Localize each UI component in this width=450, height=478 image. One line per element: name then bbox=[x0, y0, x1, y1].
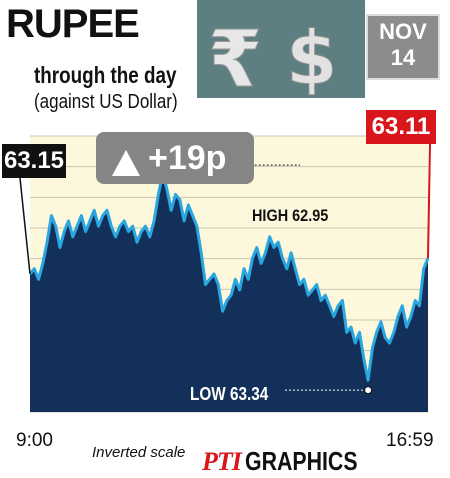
currency-image-background bbox=[197, 0, 365, 98]
chart-subtitle-currency: (against US Dollar) bbox=[34, 91, 178, 113]
low-label: LOW 63.34 bbox=[190, 384, 269, 404]
currency-image: ₹ $ bbox=[197, 0, 365, 106]
credit: PTI GRAPHICS bbox=[202, 446, 382, 477]
rupee-symbol-icon: ₹ bbox=[208, 15, 262, 105]
date-badge: NOV 14 bbox=[366, 14, 440, 80]
start-value-label: 63.15 bbox=[2, 144, 66, 178]
start-pointer bbox=[19, 177, 31, 275]
x-tick-end: 16:59 bbox=[386, 430, 434, 451]
credit-brand-logo: PTI bbox=[202, 447, 242, 476]
credit-text: GRAPHICS bbox=[244, 446, 358, 476]
line-series bbox=[28, 171, 430, 382]
end-pointer bbox=[427, 143, 431, 259]
end-value-label: 63.11 bbox=[366, 110, 436, 144]
date-month: NOV bbox=[379, 19, 427, 44]
low-marker bbox=[364, 386, 373, 395]
high-label: HIGH 62.95 bbox=[252, 206, 329, 225]
x-tick-start: 9:00 bbox=[16, 430, 53, 451]
chart-title: RUPEE bbox=[6, 2, 140, 46]
date-day: 14 bbox=[390, 45, 416, 70]
inverted-scale-note: Inverted scale bbox=[92, 444, 186, 461]
change-label: +19p bbox=[148, 139, 227, 177]
area-series bbox=[30, 173, 428, 412]
up-triangle-icon bbox=[112, 150, 140, 176]
dollar-symbol-icon: $ bbox=[286, 16, 338, 102]
chart-subtitle: through the day bbox=[34, 62, 177, 88]
